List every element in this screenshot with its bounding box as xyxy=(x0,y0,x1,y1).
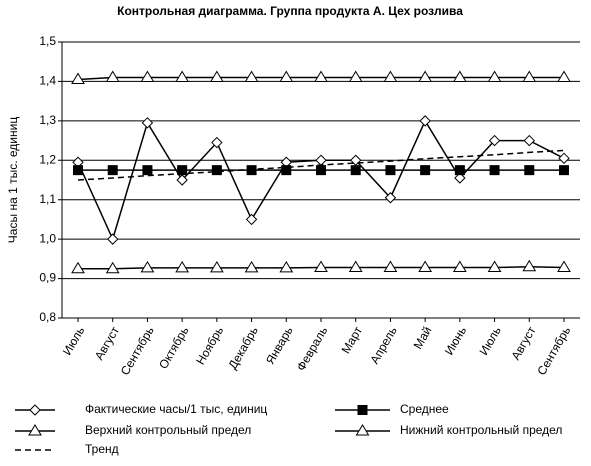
x-tick-label: Июль xyxy=(60,324,87,358)
data-point xyxy=(452,260,467,273)
x-tick-label: Февраль xyxy=(294,324,331,373)
data-point xyxy=(211,136,223,149)
data-point xyxy=(314,260,328,273)
data-point xyxy=(107,233,119,245)
y-tick-label: 1,3 xyxy=(39,113,56,127)
data-point xyxy=(209,70,224,82)
legend-marker xyxy=(357,405,368,415)
data-point xyxy=(142,165,153,176)
data-point xyxy=(522,259,537,272)
data-point xyxy=(279,70,294,82)
x-tick-label: Ноябрь xyxy=(193,324,226,367)
data-point xyxy=(279,260,294,273)
x-tick-label: Март xyxy=(339,324,366,356)
legend-label: Нижний контрольный предел xyxy=(400,423,562,437)
x-tick-label: Сентябрь xyxy=(118,324,157,378)
chart-title: Контрольная диаграмма. Группа продукта А… xyxy=(117,4,463,18)
data-point xyxy=(105,261,120,274)
x-tick-label: Октябрь xyxy=(156,324,191,371)
x-tick-label: Декабрь xyxy=(225,324,261,372)
data-point xyxy=(315,154,327,166)
y-tick-label: 0,8 xyxy=(39,310,56,324)
data-point xyxy=(522,70,537,82)
data-point xyxy=(281,165,292,176)
x-tick-label: Январь xyxy=(263,324,296,367)
data-point xyxy=(559,165,569,176)
y-tick-label: 1,4 xyxy=(39,74,56,88)
legend-marker xyxy=(29,404,41,416)
data-point xyxy=(141,117,154,129)
legend-label: Фактические часы/1 тыс, единиц xyxy=(85,402,267,416)
data-point xyxy=(246,165,257,176)
data-point xyxy=(488,134,501,147)
data-point xyxy=(420,165,431,176)
data-point xyxy=(140,70,155,82)
data-point xyxy=(487,260,502,273)
data-point xyxy=(71,261,85,274)
data-point xyxy=(245,213,258,226)
data-point xyxy=(454,165,465,176)
x-tick-label: Июнь xyxy=(442,324,469,357)
data-point xyxy=(175,70,190,82)
data-point xyxy=(557,70,571,82)
x-tick-label: Август xyxy=(92,324,122,363)
data-point xyxy=(350,165,361,176)
data-point xyxy=(314,70,328,82)
data-point xyxy=(175,260,190,273)
data-point xyxy=(418,260,433,273)
data-point xyxy=(176,174,188,186)
data-point xyxy=(71,72,85,84)
data-point xyxy=(107,165,118,176)
data-point xyxy=(73,165,83,176)
data-point xyxy=(316,165,326,176)
data-point xyxy=(348,70,363,82)
data-point xyxy=(454,172,466,184)
y-tick-label: 1,5 xyxy=(39,34,56,48)
data-point xyxy=(244,70,259,82)
legend-marker xyxy=(355,424,370,436)
data-point xyxy=(211,165,222,176)
legend-label: Верхний контрольный предел xyxy=(85,423,251,437)
y-tick-label: 1,1 xyxy=(39,192,56,206)
x-tick-label: Май xyxy=(411,324,435,351)
legend-marker xyxy=(28,424,42,436)
data-point xyxy=(348,260,363,273)
data-point xyxy=(384,192,397,204)
x-tick-label: Июль xyxy=(476,324,503,358)
y-tick-label: 1,0 xyxy=(39,231,56,245)
data-point xyxy=(419,115,431,127)
y-axis-label: Часы на 1 тыс. единиц xyxy=(6,117,20,244)
data-point xyxy=(385,165,396,176)
data-point xyxy=(489,165,500,176)
data-point xyxy=(418,70,433,82)
x-tick-label: Сентябрь xyxy=(534,324,573,378)
x-tick-label: Апрель xyxy=(367,324,399,366)
legend-label: Среднее xyxy=(400,402,449,416)
data-point xyxy=(105,70,120,82)
data-point xyxy=(487,70,502,82)
data-point xyxy=(523,134,535,147)
y-tick-label: 0,9 xyxy=(39,271,56,285)
y-tick-label: 1,2 xyxy=(39,152,56,166)
data-point xyxy=(244,260,259,273)
series-line xyxy=(77,149,565,181)
x-tick-label: Август xyxy=(508,324,538,363)
data-point xyxy=(452,70,467,82)
data-point xyxy=(558,152,570,165)
data-point xyxy=(177,165,188,176)
data-point xyxy=(383,260,398,273)
legend-label: Тренд xyxy=(85,442,119,456)
data-point xyxy=(140,260,155,273)
data-point xyxy=(209,260,224,273)
data-point xyxy=(383,70,398,82)
data-point xyxy=(524,165,535,176)
data-point xyxy=(557,260,571,273)
